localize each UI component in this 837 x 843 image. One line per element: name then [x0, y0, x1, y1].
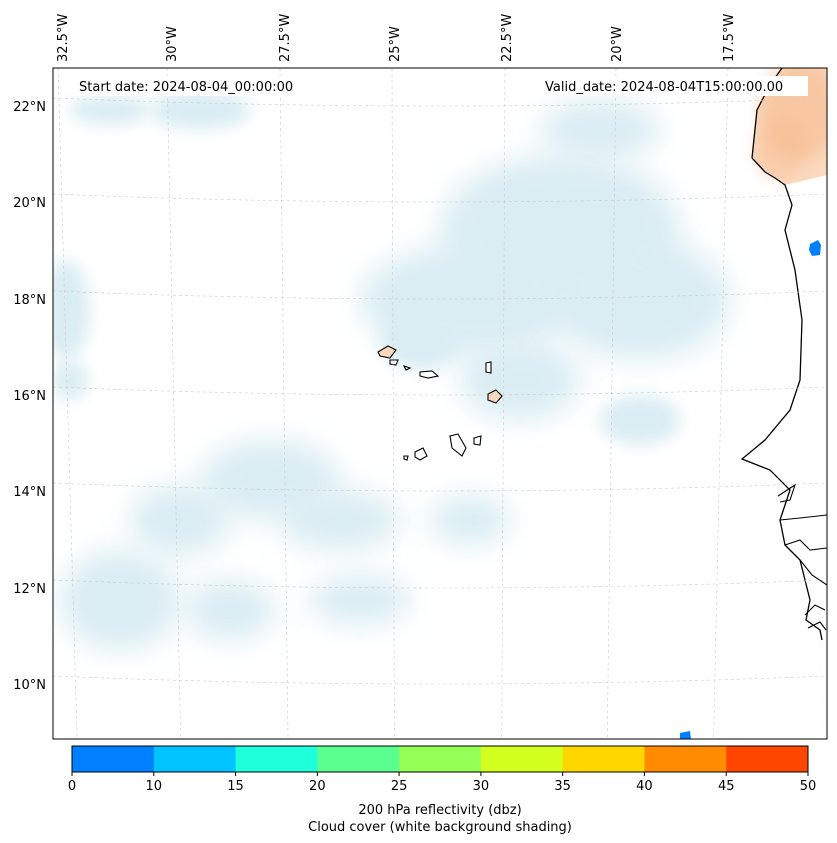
lat-label: 20°N — [13, 196, 46, 211]
latitude-gridline — [53, 290, 827, 300]
lat-lon-gridlines — [53, 68, 827, 739]
latitude-gridline — [53, 675, 827, 685]
colorbar-tick-label: 50 — [800, 779, 817, 794]
colorbar-tick-label: 0 — [68, 779, 76, 794]
island-sao-vicente — [389, 359, 399, 366]
cloud-patch — [60, 550, 180, 650]
colorbar-label-line2: Cloud cover (white background shading) — [308, 820, 572, 835]
reflectivity-cell — [809, 240, 821, 256]
longitude-gridline — [713, 68, 729, 739]
island-santo-antao — [377, 345, 397, 359]
colorbar-segment — [562, 746, 645, 772]
lon-label: 32.5°W — [56, 14, 71, 62]
cape-verde-islands — [377, 345, 503, 461]
latitude-labels: 22°N 20°N 18°N 16°N 14°N 12°N 10°N — [13, 100, 46, 693]
cloud-cover-shading — [53, 90, 730, 650]
colorbar-segment — [644, 746, 727, 772]
colorbar-segment — [726, 746, 809, 772]
lon-label: 17.5°W — [722, 14, 737, 62]
island-sao-nicolau — [419, 370, 440, 379]
island-brava — [403, 455, 409, 461]
longitude-gridline — [391, 68, 395, 739]
island-fogo — [414, 447, 428, 461]
cloud-patch — [550, 240, 730, 360]
cloud-patch — [460, 340, 580, 420]
lon-label: 20°W — [610, 26, 625, 62]
coastline-detail — [777, 483, 827, 631]
cloud-patch — [540, 100, 660, 160]
cloud-patch — [280, 490, 400, 550]
colorbar-segment — [399, 746, 482, 772]
island-maio — [473, 435, 482, 446]
lat-label: 10°N — [13, 678, 46, 693]
colorbar-label-line1: 200 hPa reflectivity (dbz) — [358, 803, 521, 818]
start-date-box — [74, 76, 314, 96]
cloud-patch — [600, 395, 680, 445]
island-santiago — [449, 433, 467, 457]
colorbar-tick-label: 25 — [391, 779, 408, 794]
colorbar-tick-label: 10 — [146, 779, 163, 794]
lon-label: 25°W — [388, 26, 403, 62]
reflectivity-cell — [680, 731, 691, 739]
longitude-gridline — [606, 68, 617, 739]
colorbar-tick-label: 20 — [309, 779, 326, 794]
colorbar-frame — [71, 745, 809, 773]
valid-date-label: Valid_date: 2024-08-04T15:00:00.00 — [545, 80, 783, 95]
colorbar-segment — [235, 746, 318, 772]
lon-label: 27.5°W — [278, 14, 293, 62]
cloud-patch — [53, 260, 90, 360]
island-boa-vista — [487, 389, 503, 404]
colorbar-tick-label: 15 — [227, 779, 244, 794]
colorbar-tick-label: 40 — [636, 779, 653, 794]
longitude-gridline — [501, 68, 506, 739]
longitude-gridline — [279, 68, 289, 739]
island-santa-luzia — [402, 365, 412, 371]
colorbar-tick-label: 45 — [718, 779, 735, 794]
cloud-patch — [380, 310, 460, 370]
colorbar-ticks: 0 10 15 20 25 30 35 40 45 50 — [68, 772, 816, 794]
latitude-gridline — [53, 97, 827, 107]
colorbar-segment — [72, 746, 155, 772]
island-sal — [485, 361, 492, 374]
lon-label: 30°W — [165, 26, 180, 62]
lat-label: 14°N — [13, 485, 46, 500]
colorbar-tick-label: 30 — [473, 779, 490, 794]
land-south — [742, 175, 827, 739]
colorbar-tick-label: 35 — [554, 779, 571, 794]
cloud-patch — [150, 90, 250, 130]
lat-label: 12°N — [13, 582, 46, 597]
cloud-patch — [430, 495, 510, 545]
cloud-patch — [130, 485, 230, 555]
latitude-gridline — [53, 579, 827, 589]
map-frame — [52, 67, 828, 740]
lon-label: 22.5°W — [500, 14, 515, 62]
longitude-gridline — [57, 68, 78, 739]
colorbar-segment — [317, 746, 400, 772]
valid-date-box — [540, 76, 808, 96]
colorbar — [71, 745, 809, 773]
map-area — [53, 68, 827, 739]
latitude-gridline — [53, 193, 827, 203]
land-shading — [755, 120, 805, 180]
cloud-patch — [310, 575, 410, 625]
cloud-patch — [185, 580, 275, 640]
lat-label: 18°N — [13, 293, 46, 308]
latitude-gridline — [53, 482, 827, 492]
lat-label: 16°N — [13, 389, 46, 404]
longitude-labels: 32.5°W 30°W 27.5°W 25°W 22.5°W 20°W 17.5… — [56, 14, 737, 62]
longitude-gridline — [166, 68, 181, 739]
lat-label: 22°N — [13, 100, 46, 115]
colorbar-segment — [153, 746, 237, 772]
colorbar-segment — [480, 746, 564, 772]
cloud-patch — [70, 95, 150, 125]
cloud-patch — [53, 360, 88, 400]
latitude-gridline — [53, 386, 827, 396]
start-date-label: Start date: 2024-08-04_00:00:00 — [79, 80, 293, 95]
